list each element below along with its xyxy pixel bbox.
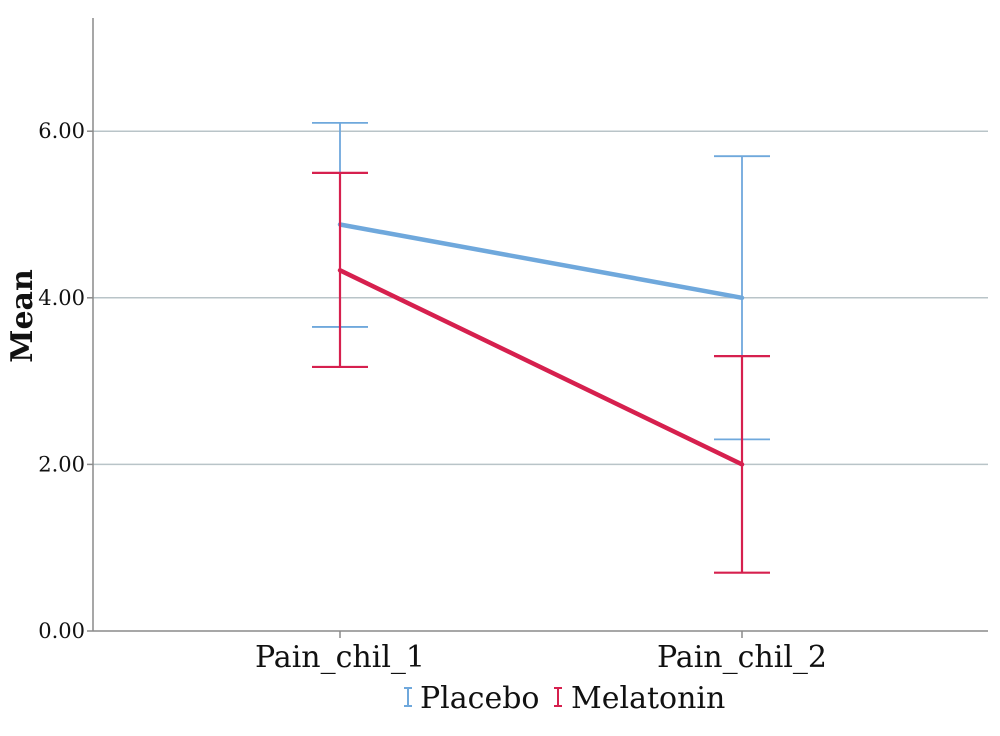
axes	[87, 18, 988, 638]
legend-errorbar-icon	[404, 687, 412, 707]
legend: Placebo Melatonin	[404, 681, 725, 716]
gridlines	[93, 130, 988, 466]
y-tick-label: 0.00	[38, 619, 85, 643]
y-tick-labels: 0.00 2.00 4.00 6.00	[38, 119, 85, 643]
series-line-melatonin	[337, 268, 745, 467]
series-line-placebo	[337, 222, 745, 301]
error-bars	[312, 121, 770, 574]
legend-label: Placebo	[420, 681, 540, 716]
legend-label: Melatonin	[571, 681, 725, 716]
x-tick-labels: Pain_chil_1 Pain_chil_2	[255, 640, 827, 675]
x-tick-label: Pain_chil_1	[255, 640, 425, 675]
y-tick-label: 2.00	[38, 452, 85, 476]
series-lines	[337, 222, 745, 467]
y-tick-label: 4.00	[38, 286, 85, 310]
legend-item-placebo: Placebo	[404, 681, 540, 716]
y-axis-title: Mean	[5, 269, 40, 363]
legend-errorbar-icon	[554, 687, 562, 707]
x-tick-label: Pain_chil_2	[657, 640, 827, 675]
legend-item-melatonin: Melatonin	[554, 681, 725, 716]
y-tick-label: 6.00	[38, 119, 85, 143]
